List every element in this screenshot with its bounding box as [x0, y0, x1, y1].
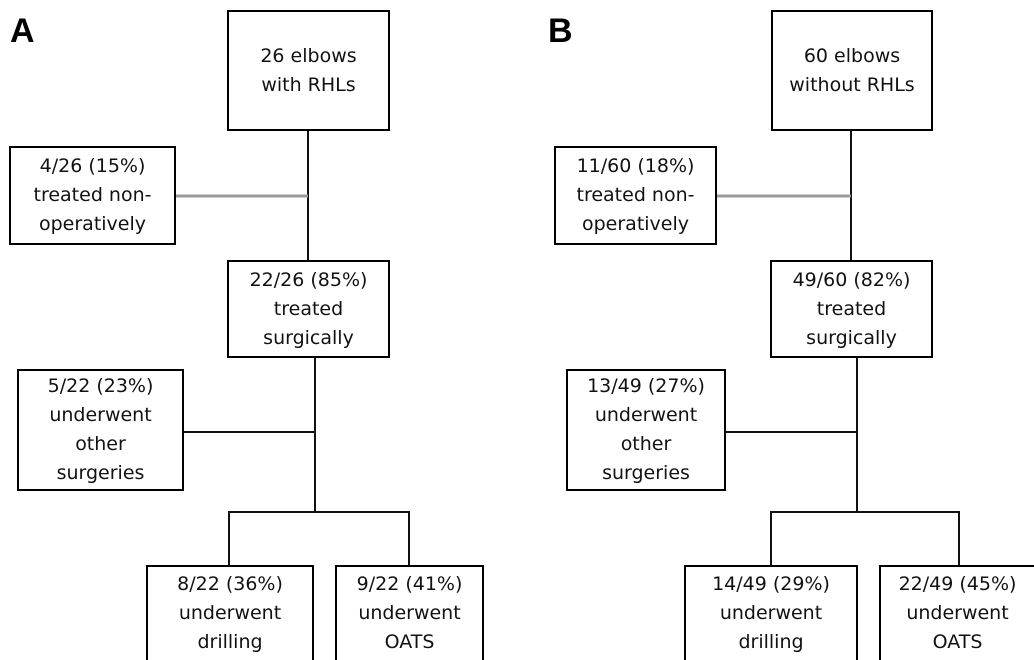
box-b-start-line-2: without RHLs: [789, 73, 915, 96]
box-b-drilling-line-2: underwent: [719, 602, 823, 624]
box-a-surgical-line-2: treated: [273, 297, 344, 320]
box-b-start-line-1: 60 elbows: [803, 44, 901, 67]
box-a-other-surgeries: 5/22 (23%) underwent other surgeries: [17, 369, 184, 491]
box-b-surgical-line-3: surgically: [806, 326, 897, 349]
box-b-nonoperative: 11/60 (18%) treated non- operatively: [554, 146, 717, 245]
box-b-other-line-1: 13/49 (27%): [587, 375, 705, 397]
box-b-other-line-4: surgeries: [602, 462, 690, 484]
box-b-nonoperative-line-1: 11/60 (18%): [576, 155, 695, 177]
box-a-drilling-line-1: 8/22 (36%): [177, 573, 283, 595]
box-b-start: 60 elbows without RHLs: [771, 10, 933, 131]
box-b-other-line-3: other: [620, 433, 672, 455]
box-b-surgical-line-1: 49/60 (82%): [792, 268, 911, 291]
box-a-start-line-2: with RHLs: [261, 73, 356, 96]
box-a-surgical: 22/26 (85%) treated surgically: [227, 260, 390, 358]
box-a-oats-line-2: underwent: [358, 602, 461, 624]
box-a-surgical-line-3: surgically: [263, 326, 354, 349]
box-a-drilling-line-2: underwent: [178, 602, 282, 624]
box-b-other-line-2: underwent: [594, 404, 698, 426]
box-a-other-line-4: surgeries: [56, 462, 145, 484]
box-a-drilling-line-3: drilling: [197, 631, 263, 653]
box-a-nonoperative: 4/26 (15%) treated non- operatively: [9, 146, 176, 245]
box-a-oats-line-3: OATS: [384, 631, 435, 653]
box-a-other-line-2: underwent: [49, 404, 152, 426]
panel-label-a: A: [10, 12, 35, 50]
box-a-other-line-3: other: [75, 433, 126, 455]
box-b-surgical: 49/60 (82%) treated surgically: [770, 260, 933, 358]
box-b-oats-line-2: underwent: [906, 602, 1009, 624]
box-b-oats: 22/49 (45%) underwent OATS: [879, 565, 1034, 660]
box-b-oats-line-3: OATS: [932, 631, 983, 653]
panel-label-b: B: [548, 12, 573, 50]
box-b-drilling-line-3: drilling: [738, 631, 804, 653]
box-a-other-line-1: 5/22 (23%): [47, 375, 154, 397]
box-a-start: 26 elbows with RHLs: [227, 10, 390, 131]
box-b-nonoperative-line-2: treated non-: [576, 184, 695, 206]
box-b-drilling-line-1: 14/49 (29%): [712, 573, 830, 595]
box-b-oats-line-1: 22/49 (45%): [898, 573, 1017, 595]
box-a-nonoperative-line-2: treated non-: [33, 184, 152, 206]
box-a-nonoperative-line-3: operatively: [38, 213, 146, 235]
box-a-nonoperative-line-1: 4/26 (15%): [39, 155, 146, 177]
box-a-oats: 9/22 (41%) underwent OATS: [335, 565, 484, 660]
box-b-surgical-line-2: treated: [816, 297, 887, 320]
box-a-oats-line-1: 9/22 (41%): [356, 573, 463, 595]
box-a-drilling: 8/22 (36%) underwent drilling: [146, 565, 314, 660]
box-b-other-surgeries: 13/49 (27%) underwent other surgeries: [566, 369, 726, 491]
box-a-start-line-1: 26 elbows: [260, 44, 357, 67]
box-b-nonoperative-line-3: operatively: [581, 213, 689, 235]
box-b-drilling: 14/49 (29%) underwent drilling: [684, 565, 858, 660]
box-a-surgical-line-1: 22/26 (85%): [249, 268, 368, 291]
